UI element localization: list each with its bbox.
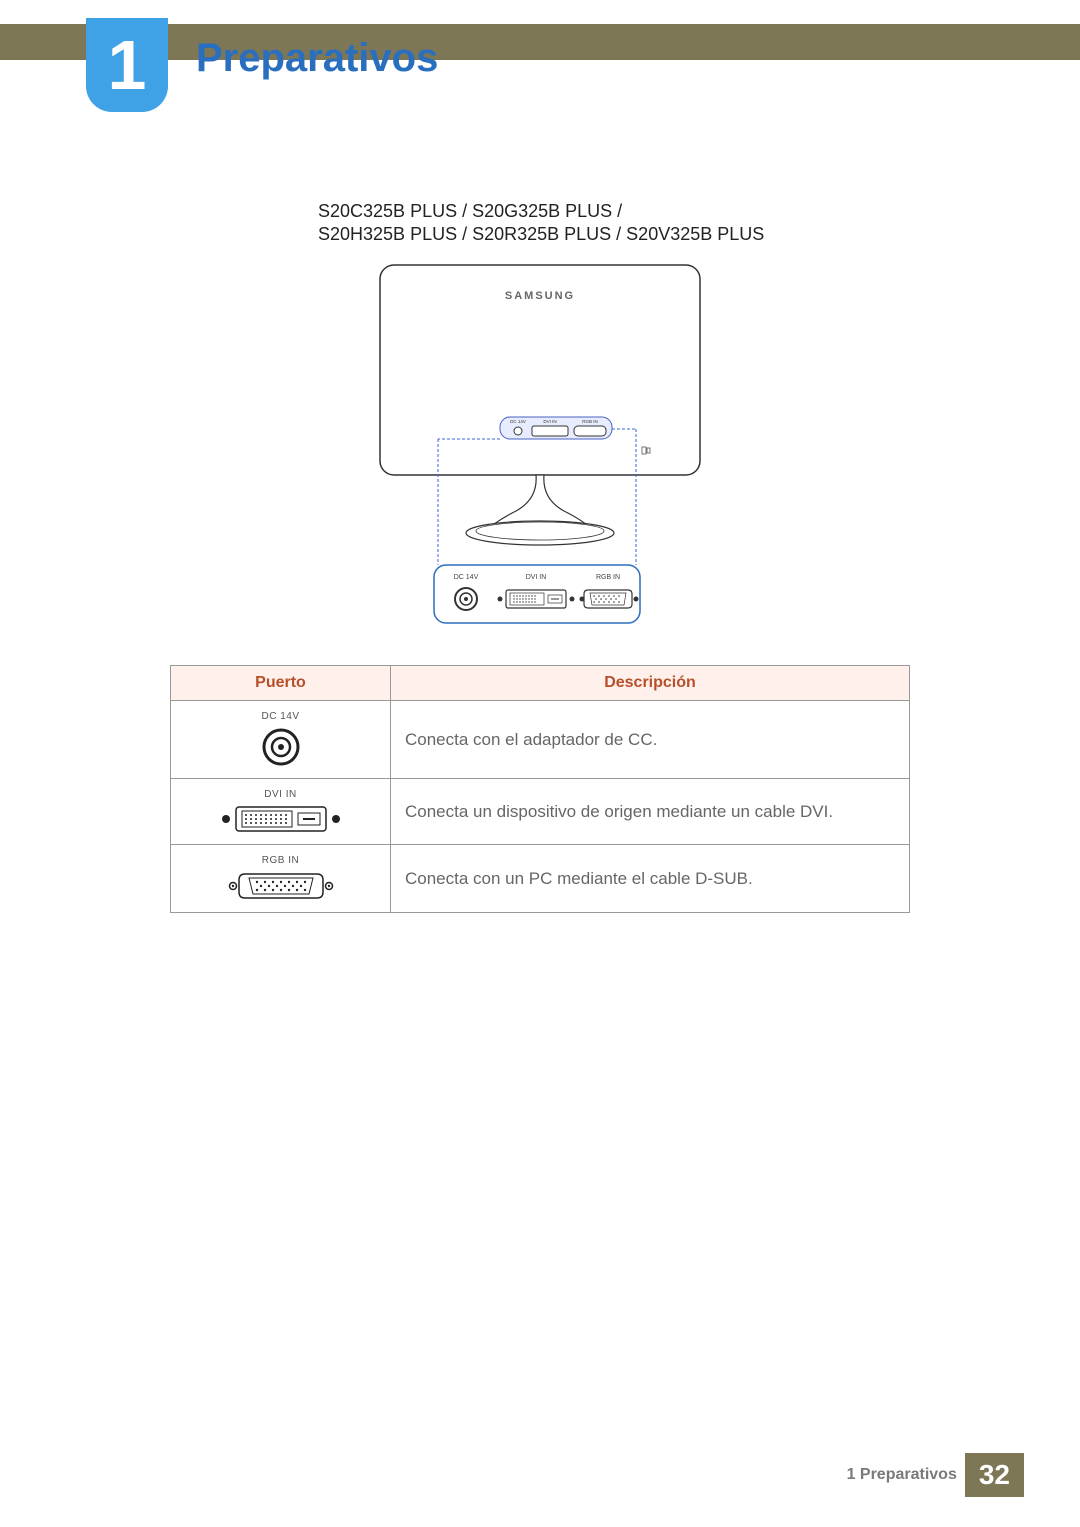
port-label-dc: DC 14V [261,711,299,722]
monitor-diagram: SAMSUNG DC 14V DVI IN RGB IN [340,255,740,635]
footer: 1 Preparativos 32 [847,1453,1024,1497]
chapter-tab: 1 [86,18,168,112]
table-row: DC 14V Conecta con el adaptador de CC. [171,701,910,779]
port-label-rgb: RGB IN [262,855,299,866]
chapter-title: Preparativos [196,36,438,81]
table-row: DVI IN [171,779,910,845]
callout-dc-label: DC 14V [454,574,479,581]
desc-dc: Conecta con el adaptador de CC. [391,701,910,779]
footer-text: 1 Preparativos [847,1466,957,1484]
callout-dvi-label: DVI IN [526,574,547,581]
desc-dvi: Conecta un dispositivo de origen mediant… [391,779,910,845]
table-row: RGB IN [171,845,910,913]
small-dc-label: DC 14V [510,419,526,424]
th-port: Puerto [171,666,391,701]
rgb-port-icon [221,870,341,902]
small-rgb-label: RGB IN [582,419,598,424]
page-content: S20C325B PLUS / S20G325B PLUS / S20H325B… [170,200,910,913]
page-number: 32 [965,1453,1024,1497]
small-dvi-label: DVI IN [543,419,556,424]
th-desc: Descripción [391,666,910,701]
dc-port-icon [260,726,302,768]
model-line-1: S20C325B PLUS / S20G325B PLUS / [318,200,910,223]
chapter-number: 1 [108,25,147,105]
port-label-dvi: DVI IN [264,789,296,800]
model-line-2: S20H325B PLUS / S20R325B PLUS / S20V325B… [318,223,910,246]
callout-rgb-label: RGB IN [596,574,620,581]
brand-text: SAMSUNG [505,290,575,302]
desc-rgb: Conecta con un PC mediante el cable D-SU… [391,845,910,913]
ports-table: Puerto Descripción DC 14V Conecta con [170,665,910,913]
dvi-port-icon [216,804,346,834]
